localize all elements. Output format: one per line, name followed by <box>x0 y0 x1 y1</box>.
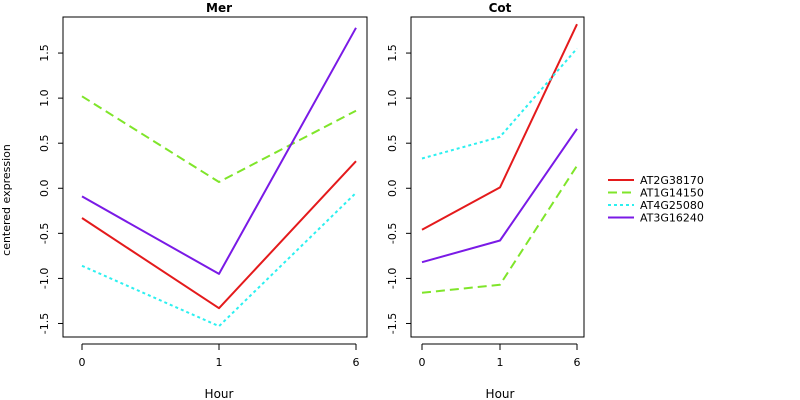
series-line-mer-at4g25080 <box>81 192 357 328</box>
series-line-cot-at3g16240 <box>421 128 578 264</box>
plot-frame-cot <box>410 16 585 338</box>
y-tick-label-mer-5: 1.0 <box>38 89 51 107</box>
series-line-cot-at1g14150 <box>421 165 578 294</box>
y-tick-label-cot-6: 1.5 <box>386 44 399 62</box>
y-tick-label-cot-2: -0.5 <box>386 223 399 244</box>
x-axis-mer: 0 1 6 <box>79 343 360 369</box>
series-line-mer-at1g14150 <box>81 95 357 183</box>
y-axis-cot: -1.5 -1.0 -0.5 0.0 0.5 1.0 1.5 <box>386 44 411 334</box>
y-tick-label-mer-1: -1.0 <box>38 268 51 289</box>
series-line-mer-at2g38170 <box>81 160 357 310</box>
x-tick-label-cot-2: 6 <box>574 356 581 369</box>
x-tick-label-mer-2: 6 <box>353 356 360 369</box>
y-tick-label-mer-3: 0.0 <box>38 180 51 198</box>
plot-frame-mer <box>62 16 368 338</box>
y-tick-label-mer-4: 0.5 <box>38 134 51 152</box>
legend-label-at3g16240: AT3G16240 <box>640 212 704 225</box>
legend-label-at4g25080: AT4G25080 <box>640 199 704 212</box>
x-axis-label-mer: Hour <box>205 387 234 400</box>
panel-cot: Cot -1.5 -1.0 -0.5 0.0 0.5 1.0 1.5 0 1 6 Hour <box>386 1 585 400</box>
panel-title-cot: Cot <box>489 1 512 15</box>
x-tick-label-mer-1: 1 <box>216 356 223 369</box>
panel-title-mer: Mer <box>206 1 232 15</box>
y-tick-label-mer-2: -0.5 <box>38 223 51 244</box>
x-tick-label-cot-1: 1 <box>497 356 504 369</box>
y-tick-label-cot-5: 1.0 <box>386 89 399 107</box>
series-line-cot-at2g38170 <box>421 23 578 231</box>
y-tick-label-mer-6: 1.5 <box>38 44 51 62</box>
series-line-mer-at3g16240 <box>81 27 357 275</box>
legend-label-at2g38170: AT2G38170 <box>640 174 704 187</box>
series-lines-mer <box>81 27 357 328</box>
series-line-cot-at4g25080 <box>421 47 578 160</box>
y-tick-label-cot-1: -1.0 <box>386 268 399 289</box>
panel-mer: Mer -1.5 -1.0 -0.5 0.0 0.5 1.0 1.5 0 1 6 Hour <box>38 1 368 400</box>
legend-label-at1g14150: AT1G14150 <box>640 187 704 200</box>
series-lines-cot <box>421 23 578 294</box>
x-axis-label-cot: Hour <box>486 387 515 400</box>
x-tick-label-mer-0: 0 <box>79 356 86 369</box>
y-tick-label-cot-3: 0.0 <box>386 180 399 198</box>
x-axis-cot: 0 1 6 <box>419 343 581 369</box>
y-tick-label-mer-0: -1.5 <box>38 313 51 334</box>
y-axis-label: centered expression <box>0 144 13 256</box>
y-tick-label-cot-0: -1.5 <box>386 313 399 334</box>
y-tick-label-cot-4: 0.5 <box>386 134 399 152</box>
x-tick-label-cot-0: 0 <box>419 356 426 369</box>
y-axis-mer: -1.5 -1.0 -0.5 0.0 0.5 1.0 1.5 <box>38 44 63 334</box>
